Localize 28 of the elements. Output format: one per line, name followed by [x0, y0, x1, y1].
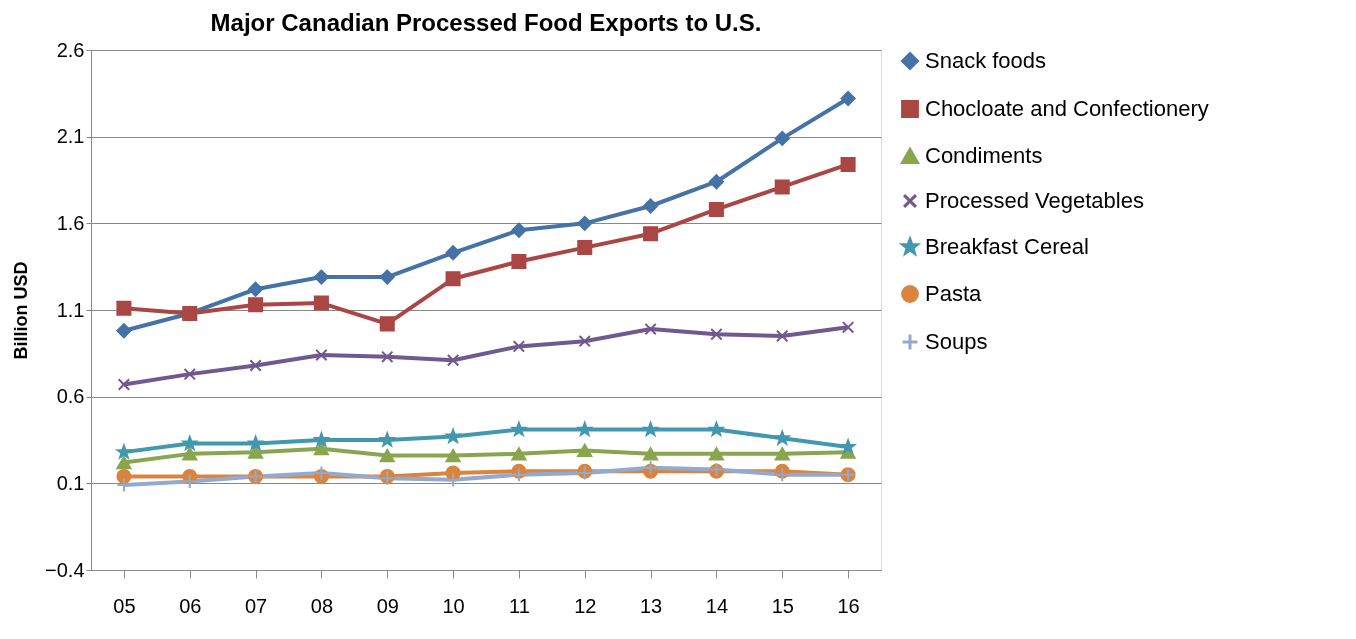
y-tick-label: 0.6 — [56, 385, 85, 408]
x-tick-label: 09 — [376, 594, 399, 617]
legend-label: Soups — [925, 329, 988, 354]
legend-label: Pasta — [925, 281, 983, 306]
x-tick-label: 06 — [179, 594, 202, 617]
legend-label: Condiments — [925, 143, 1043, 168]
x-tick-label: 10 — [442, 594, 465, 617]
y-tick-label: 1.6 — [56, 211, 85, 234]
x-tick-label: 07 — [244, 594, 268, 617]
x-tick-label: 16 — [837, 594, 860, 617]
x-tick-label: 05 — [113, 594, 136, 617]
x-tick-label: 08 — [310, 594, 334, 617]
legend-label: Breakfast Cereal — [925, 234, 1089, 259]
y-tick-label: 2.1 — [56, 125, 85, 148]
x-tick-label: 12 — [574, 594, 597, 617]
y-tick-label: 0.1 — [56, 471, 85, 494]
x-tick-label: 11 — [509, 594, 530, 617]
x-tick-label: 15 — [771, 594, 794, 617]
x-tick-label: 13 — [639, 594, 663, 617]
y-tick-label: 2.6 — [56, 38, 85, 61]
legend-label: Chocloate and Confectionery — [925, 96, 1209, 121]
legend-label: Snack foods — [925, 48, 1047, 73]
y-axis-title: Billion USD — [11, 261, 32, 360]
x-tick-label: 14 — [705, 594, 729, 617]
y-tick-label: 1.1 — [56, 298, 85, 321]
chart-title: Major Canadian Processed Food Exports to U.S. — [210, 9, 762, 36]
y-tick-label: −0.4 — [45, 558, 85, 581]
legend-label: Processed Vegetables — [925, 188, 1144, 213]
